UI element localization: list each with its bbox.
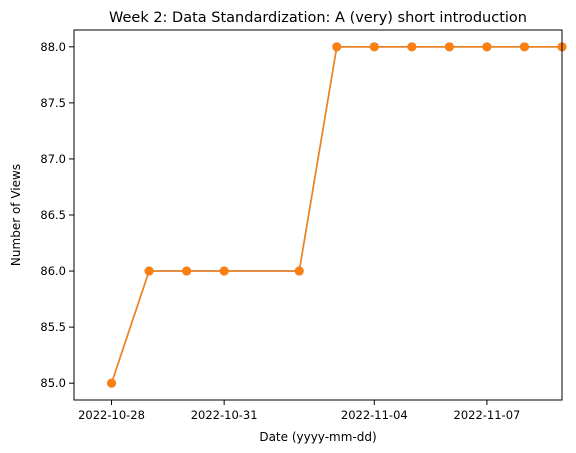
series-0-line bbox=[110, 46, 562, 384]
x-tick-label: 2022-11-04 bbox=[341, 408, 408, 422]
y-ticks: 85.0 85.5 86.0 86.5 87.0 87.5 88.0 bbox=[40, 40, 74, 390]
series-1-point bbox=[294, 266, 304, 276]
series-1-line bbox=[110, 46, 562, 384]
plot-frame bbox=[73, 29, 563, 401]
y-tick-label: 86.5 bbox=[40, 208, 66, 222]
series-1-point bbox=[182, 266, 192, 276]
y-tick-label: 87.5 bbox=[40, 96, 66, 110]
series-1-point bbox=[482, 42, 492, 52]
series-1-point bbox=[144, 266, 154, 276]
y-axis-label: Number of Views bbox=[9, 164, 23, 266]
y-tick-label: 85.0 bbox=[40, 376, 66, 390]
series-1-point bbox=[219, 266, 229, 276]
chart-title: Week 2: Data Standardization: A (very) s… bbox=[109, 10, 527, 26]
x-tick-label: 2022-10-28 bbox=[78, 408, 145, 422]
y-tick-label: 88.0 bbox=[40, 40, 66, 54]
y-tick-label: 86.0 bbox=[40, 264, 66, 278]
x-axis-label: Date (yyyy-mm-dd) bbox=[259, 430, 376, 444]
series-layer bbox=[107, 42, 567, 388]
series-1 bbox=[107, 42, 567, 388]
series-1-point bbox=[107, 378, 117, 388]
series-0 bbox=[107, 42, 567, 388]
y-tick-label: 85.5 bbox=[40, 320, 66, 334]
x-ticks: 2022-10-28 2022-10-31 2022-11-04 2022-11-07 bbox=[78, 400, 520, 422]
x-tick-label: 2022-10-31 bbox=[191, 408, 258, 422]
series-1-point bbox=[407, 42, 417, 52]
x-tick-label: 2022-11-07 bbox=[454, 408, 521, 422]
series-1-point bbox=[444, 42, 454, 52]
series-1-point bbox=[332, 42, 342, 52]
series-1-point bbox=[519, 42, 529, 52]
series-1-point bbox=[369, 42, 379, 52]
y-tick-label: 87.0 bbox=[40, 152, 66, 166]
